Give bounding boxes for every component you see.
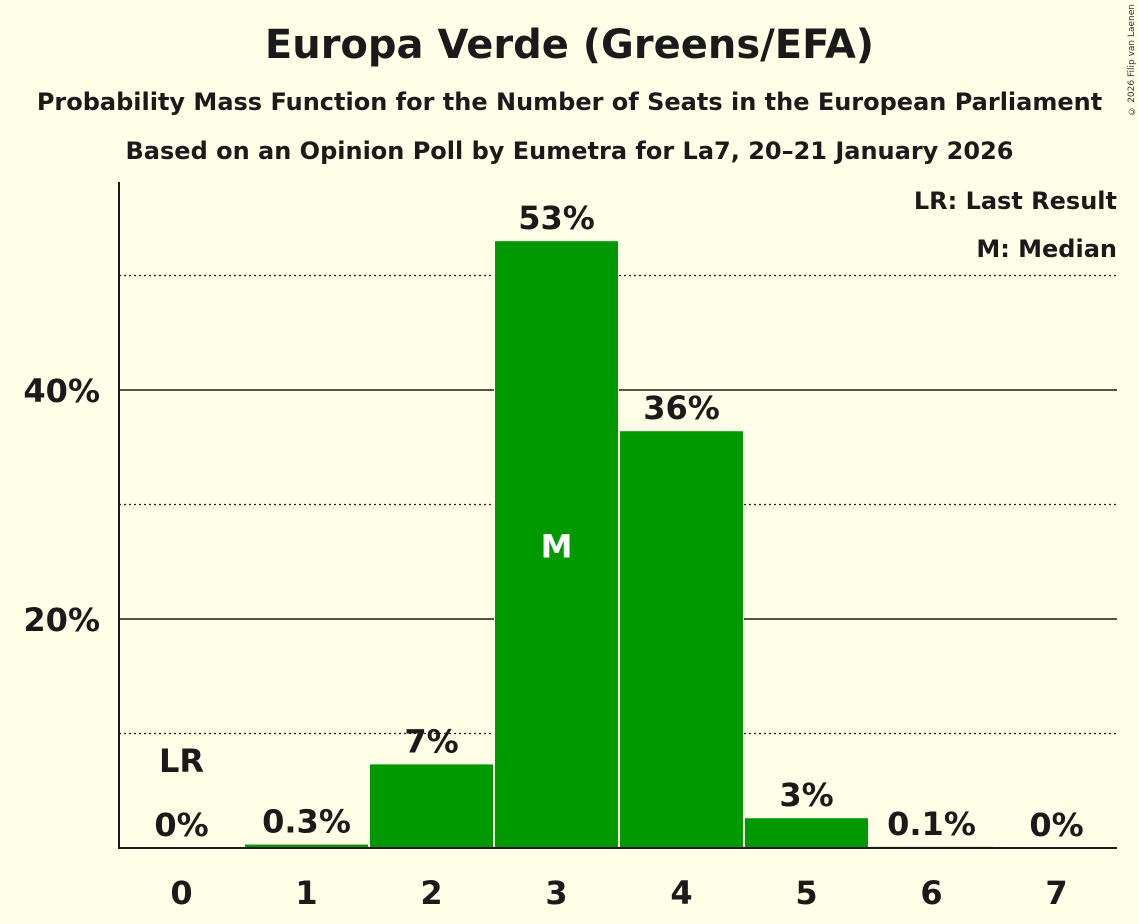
chart-source-line: Based on an Opinion Poll by Eumetra for … — [125, 137, 1014, 165]
x-tick-label: 7 — [1045, 874, 1067, 912]
legend: LR: Last Result M: Median — [914, 187, 1117, 263]
value-label: 0.3% — [262, 803, 351, 841]
last-result-marker: LR — [159, 742, 204, 780]
bar-5 — [745, 818, 868, 848]
bar-4 — [620, 431, 743, 848]
chart-title: Europa Verde (Greens/EFA) — [264, 22, 875, 68]
value-label: 3% — [779, 776, 833, 814]
value-label: 36% — [643, 389, 720, 427]
value-label: 0% — [154, 806, 208, 844]
legend-median: M: Median — [976, 235, 1117, 263]
bar-2 — [370, 764, 493, 848]
y-tick-label: 20% — [23, 601, 100, 639]
value-label: 0% — [1029, 806, 1083, 844]
x-tick-label: 0 — [170, 874, 192, 912]
y-tick-label: 40% — [23, 372, 100, 410]
value-label: 0.1% — [887, 805, 976, 843]
data-labels: 0% LR 0.3% 7% 53% M 36% 3% 0.1% 0% — [154, 199, 1083, 844]
bars — [244, 241, 994, 848]
value-label: 7% — [404, 722, 458, 760]
bar-1 — [245, 844, 368, 848]
legend-last-result: LR: Last Result — [914, 187, 1117, 215]
x-tick-label: 5 — [795, 874, 817, 912]
x-tick-label: 2 — [420, 874, 442, 912]
chart-subtitle: Probability Mass Function for the Number… — [36, 88, 1103, 116]
x-tick-label: 6 — [920, 874, 942, 912]
x-tick-label: 4 — [670, 874, 692, 912]
axes: 20% 40% 0 1 2 3 4 5 6 7 — [23, 182, 1117, 912]
x-tick-label: 3 — [545, 874, 567, 912]
x-tick-label: 1 — [295, 874, 317, 912]
value-label: 53% — [518, 199, 595, 237]
median-marker: M — [541, 528, 573, 566]
bar-3 — [495, 241, 618, 848]
